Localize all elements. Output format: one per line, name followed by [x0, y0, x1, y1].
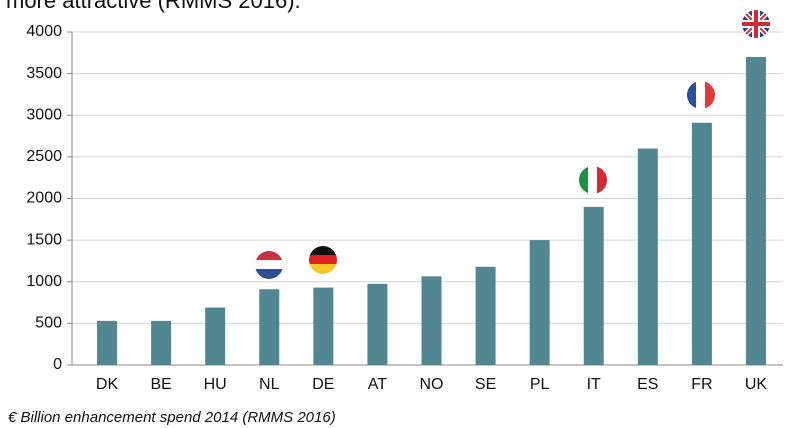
x-tick-label: AT	[368, 376, 387, 393]
bar	[97, 320, 118, 365]
y-tick-label: 3500	[26, 65, 62, 82]
y-tick-label: 4000	[26, 23, 62, 40]
bar	[745, 56, 766, 365]
flag-uk	[742, 10, 770, 38]
bar	[205, 307, 226, 365]
y-tick-label: 2000	[26, 190, 62, 207]
bar	[691, 122, 712, 366]
x-tick-label: PL	[530, 376, 550, 393]
y-tick-label: 2500	[26, 148, 62, 165]
bar	[151, 320, 172, 365]
x-tick-label: NL	[259, 376, 280, 393]
y-tick-label: 500	[35, 315, 62, 332]
bar	[421, 276, 442, 365]
y-tick-label: 1500	[26, 231, 62, 248]
x-tick-label: BE	[150, 376, 171, 393]
bar	[475, 266, 496, 365]
y-tick-label: 1000	[26, 273, 62, 290]
flags	[255, 10, 770, 279]
x-tick-label: SE	[475, 376, 496, 393]
x-tick-label: DE	[312, 376, 334, 393]
x-tick-label: DK	[96, 376, 119, 393]
x-tick-label: ES	[637, 376, 658, 393]
x-tick-label: UK	[745, 376, 768, 393]
bar	[583, 206, 604, 365]
flag-it	[579, 166, 607, 194]
x-tick-label: FR	[691, 376, 712, 393]
flag-nl	[255, 251, 283, 279]
y-tick-label: 0	[53, 356, 62, 373]
bar	[313, 287, 334, 365]
bar	[529, 240, 550, 365]
x-tick-label: IT	[587, 376, 601, 393]
x-tick-label: HU	[204, 376, 227, 393]
chart-title: more attractive (RMMS 2016).	[6, 0, 301, 13]
axis-note: € Billion enhancement spend 2014 (RMMS 2…	[8, 409, 336, 426]
bar	[637, 148, 658, 365]
y-tick-label: 3000	[26, 106, 62, 123]
flag-fr	[687, 81, 715, 109]
x-tick-label: NO	[420, 376, 444, 393]
bar	[367, 283, 388, 365]
flag-de	[309, 246, 337, 274]
bar	[259, 289, 280, 365]
